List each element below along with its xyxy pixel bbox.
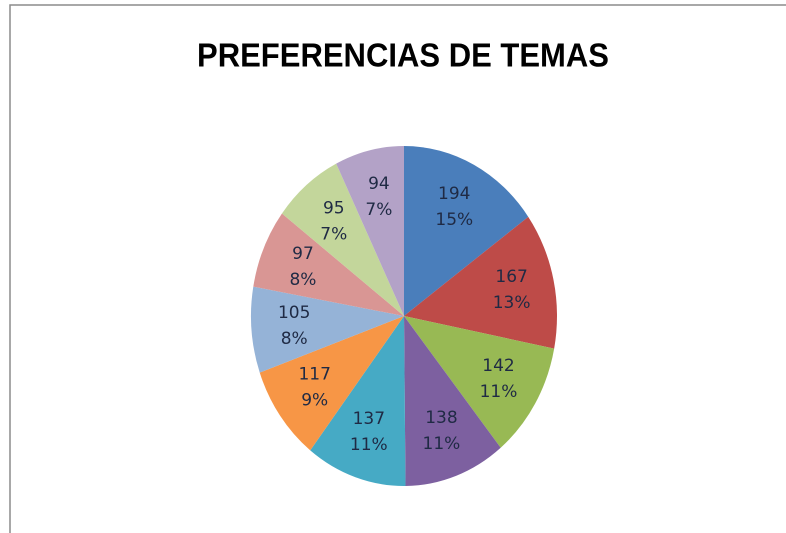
percentage-label: 13% bbox=[493, 293, 531, 313]
pie-slice bbox=[404, 146, 529, 316]
percentage-label: 15% bbox=[435, 210, 473, 230]
pie-slice bbox=[404, 216, 558, 349]
percentage-label: 8% bbox=[289, 270, 316, 290]
pie-slice bbox=[253, 213, 404, 316]
pie-slice bbox=[336, 146, 404, 316]
pie-slice bbox=[259, 316, 404, 451]
value-label: 142 bbox=[482, 356, 514, 376]
percentage-label: 11% bbox=[350, 435, 388, 455]
value-label: 97 bbox=[292, 244, 314, 264]
value-label: 138 bbox=[425, 408, 457, 428]
value-label: 94 bbox=[368, 174, 390, 194]
pie-slice bbox=[404, 316, 555, 448]
pie-slice bbox=[281, 163, 404, 316]
percentage-label: 7% bbox=[320, 225, 347, 245]
pie-slice bbox=[310, 316, 406, 487]
value-label: 95 bbox=[323, 199, 345, 219]
percentage-label: 11% bbox=[480, 382, 518, 402]
percentage-label: 8% bbox=[281, 329, 308, 349]
value-label: 105 bbox=[278, 303, 310, 323]
chart-frame bbox=[9, 4, 786, 533]
value-label: 117 bbox=[298, 365, 330, 385]
percentage-label: 11% bbox=[423, 434, 461, 454]
percentage-label: 7% bbox=[365, 200, 392, 220]
pie-slice bbox=[404, 316, 501, 486]
value-label: 194 bbox=[438, 184, 470, 204]
value-label: 137 bbox=[353, 409, 385, 429]
percentage-label: 9% bbox=[301, 391, 328, 411]
chart-title: PREFERENCIAS DE TEMAS bbox=[197, 37, 609, 74]
value-label: 167 bbox=[495, 267, 527, 287]
pie-slice bbox=[251, 286, 404, 373]
